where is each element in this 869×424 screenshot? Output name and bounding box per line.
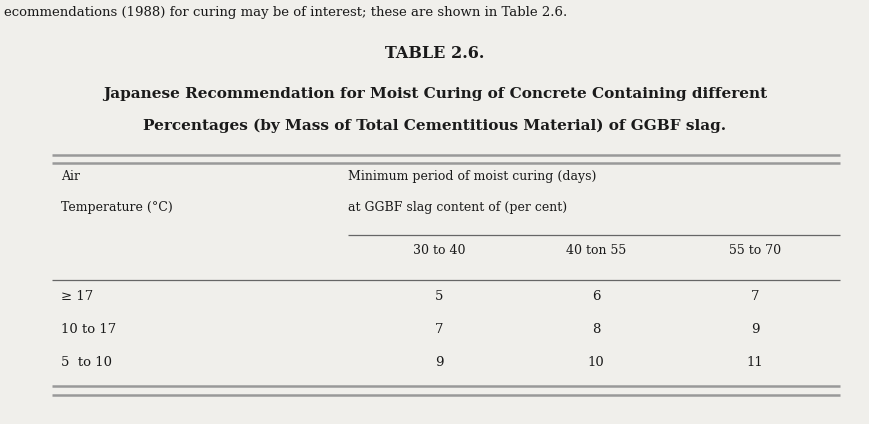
Text: 11: 11 <box>746 356 763 369</box>
Text: 10: 10 <box>587 356 604 369</box>
Text: 6: 6 <box>591 290 600 304</box>
Text: 8: 8 <box>591 323 600 336</box>
Text: ecommendations (1988) for curing may be of interest; these are shown in Table 2.: ecommendations (1988) for curing may be … <box>4 6 567 20</box>
Text: 5  to 10: 5 to 10 <box>61 356 112 369</box>
Text: Percentages (by Mass of Total Cementitious Material) of GGBF slag.: Percentages (by Mass of Total Cementitio… <box>143 119 726 133</box>
Text: 5: 5 <box>434 290 443 304</box>
Text: 40 ton 55: 40 ton 55 <box>565 244 626 257</box>
Text: 7: 7 <box>434 323 443 336</box>
Text: ≥ 17: ≥ 17 <box>61 290 93 304</box>
Text: 9: 9 <box>434 356 443 369</box>
Text: 7: 7 <box>750 290 759 304</box>
Text: 30 to 40: 30 to 40 <box>413 244 465 257</box>
Text: 9: 9 <box>750 323 759 336</box>
Text: 55 to 70: 55 to 70 <box>728 244 780 257</box>
Text: TABLE 2.6.: TABLE 2.6. <box>385 45 484 61</box>
Text: Temperature (°C): Temperature (°C) <box>61 201 172 215</box>
Text: Air: Air <box>61 170 80 183</box>
Text: at GGBF slag content of (per cent): at GGBF slag content of (per cent) <box>348 201 567 215</box>
Text: Japanese Recommendation for Moist Curing of Concrete Containing different: Japanese Recommendation for Moist Curing… <box>103 87 766 101</box>
Text: 10 to 17: 10 to 17 <box>61 323 116 336</box>
Text: Minimum period of moist curing (days): Minimum period of moist curing (days) <box>348 170 595 183</box>
